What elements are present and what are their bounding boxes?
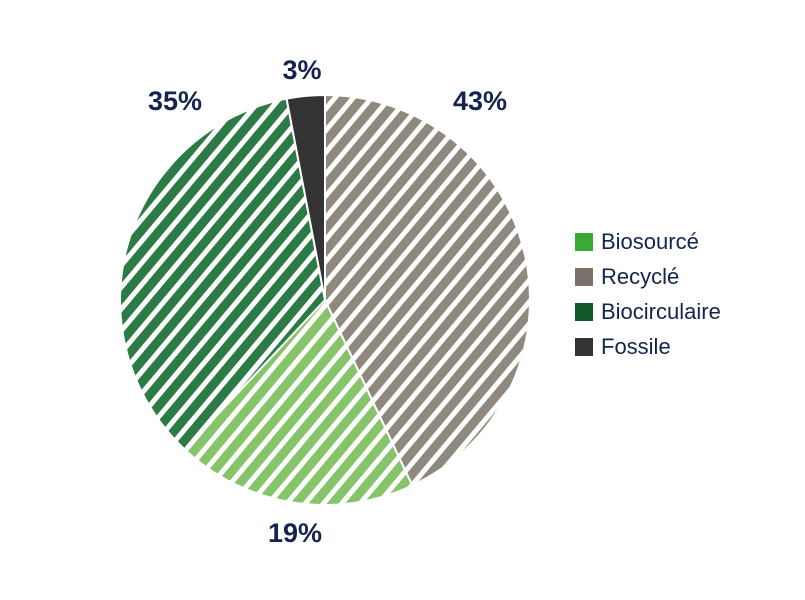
value-label: 43% <box>453 86 507 116</box>
value-label: 35% <box>148 86 202 116</box>
pie-slice <box>324 93 531 487</box>
legend-label: Fossile <box>601 334 671 359</box>
pie-slice <box>285 93 326 301</box>
legend-swatch <box>575 338 593 356</box>
legend-label: Biosourcé <box>601 229 699 254</box>
legend-swatch <box>575 233 593 251</box>
value-label: 19% <box>268 518 322 548</box>
pie-slice <box>183 298 414 506</box>
pie-slice <box>119 97 327 451</box>
legend-label: Recyclé <box>601 264 679 289</box>
value-label: 3% <box>282 55 321 85</box>
legend-swatch <box>575 268 593 286</box>
legend-swatch <box>575 303 593 321</box>
legend-label: Biocirculaire <box>601 299 721 324</box>
